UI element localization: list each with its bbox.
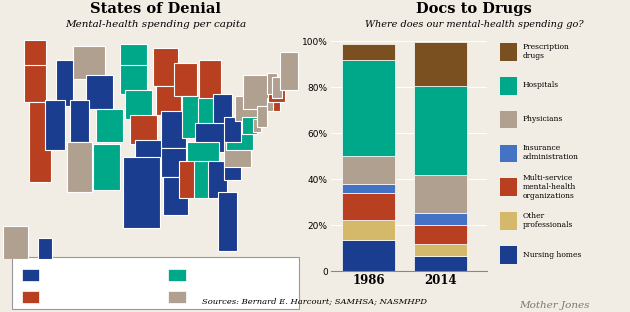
Text: States of Denial: States of Denial [91, 2, 221, 16]
Text: Sources: Bernard E. Harcourt; SAMHSA; NASMHPD: Sources: Bernard E. Harcourt; SAMHSA; NA… [202, 298, 428, 306]
Bar [22, 291, 39, 303]
Text: $106 to $160: $106 to $160 [43, 291, 83, 302]
Text: Docs to Drugs: Docs to Drugs [416, 2, 532, 16]
Bar [22, 269, 39, 281]
Text: Mother Jones: Mother Jones [519, 301, 590, 310]
Text: $76 to $105: $76 to $105 [190, 269, 224, 280]
Text: Mental-health spending per capita: Mental-health spending per capita [66, 20, 246, 29]
Text: Where does our mental-health spending go?: Where does our mental-health spending go… [365, 20, 583, 29]
Bar [168, 269, 186, 281]
Text: $75 or less: $75 or less [43, 271, 87, 279]
Bar [168, 291, 186, 303]
Bar [13, 257, 299, 309]
Text: $161 or more: $161 or more [190, 293, 244, 301]
